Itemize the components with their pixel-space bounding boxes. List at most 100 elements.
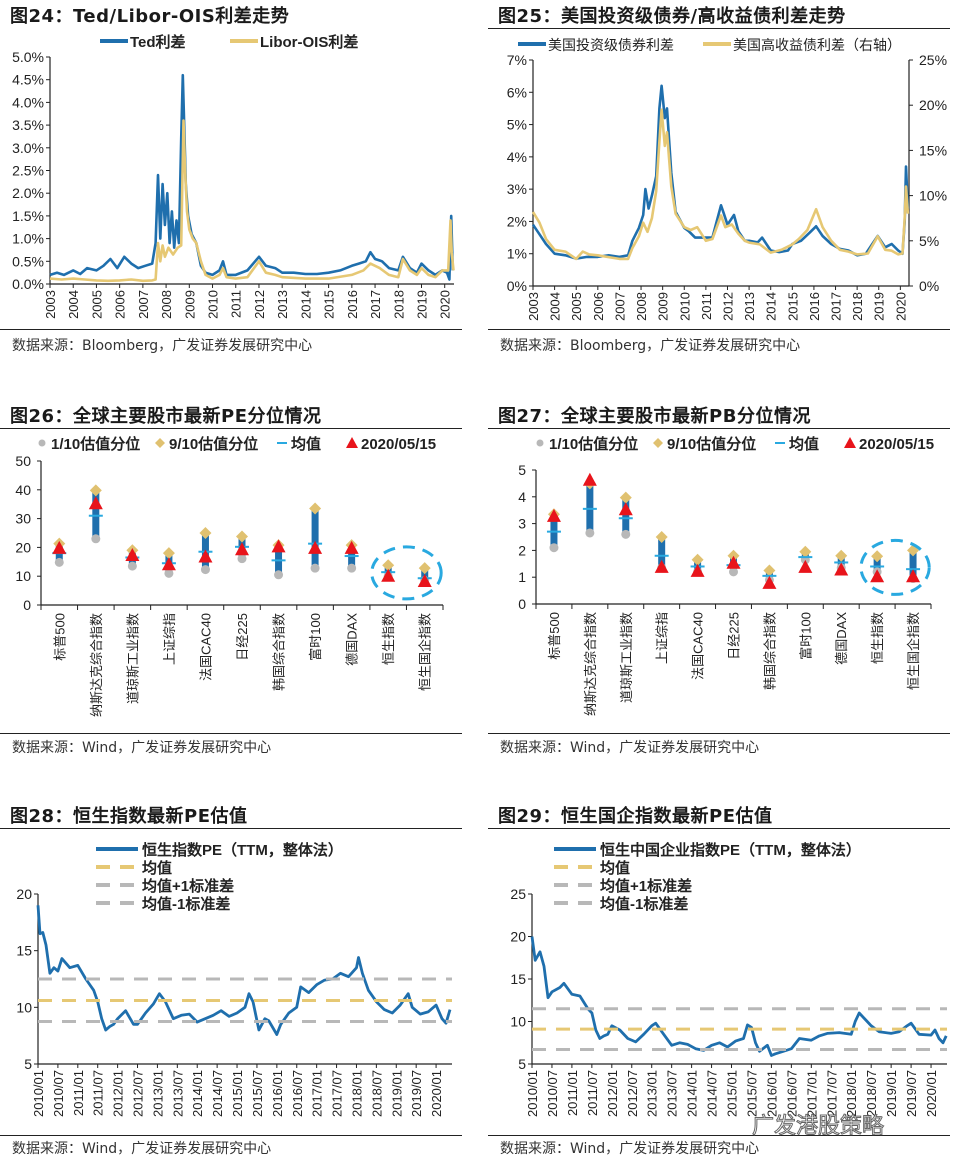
figure-28-top-rule — [0, 828, 462, 829]
y-tick-label: 5% — [507, 117, 527, 133]
legend-label-0: 恒生中国企业指数PE（TTM，整体法） — [600, 841, 861, 859]
figure-29-chart: 5 10 15 20 25 2010/01 2010/07 2011/01 2011/07 201… — [510, 841, 948, 1117]
figure-26-chart: 0 10 20 30 40 50 标普500 纳斯达克综合指数 道琼斯工业指数 上证综指 法国CAC… — [15, 435, 444, 717]
y-tick-label: 1.0% — [12, 231, 44, 247]
x-tick-label: 2020/01 — [429, 1070, 444, 1117]
x-tick-label: 2014 — [298, 290, 313, 319]
p10-marker — [310, 563, 320, 573]
figure-29-title: 图29：恒生国企指数最新PE估值 — [498, 806, 773, 827]
x-tick-label: 2010/07 — [545, 1070, 560, 1117]
legend-marker-3 — [844, 437, 856, 448]
p90-marker — [691, 553, 704, 566]
x-tick-label: 2008 — [634, 292, 649, 321]
p90-marker — [727, 549, 740, 562]
category-label: 日经225 — [727, 612, 742, 660]
category-label: 道琼斯工业指数 — [125, 613, 140, 704]
category-label: 法国CAC40 — [198, 613, 213, 681]
legend-label-3: 均值-1标准差 — [600, 895, 688, 913]
category-label: 标普500 — [52, 613, 67, 661]
figure-25-source: 数据来源：Bloomberg，广发证券发展研究中心 — [500, 338, 801, 354]
y-tick-label: 3.5% — [12, 117, 44, 133]
figure-29-top-rule — [488, 828, 950, 829]
x-tick-label: 2018/01 — [844, 1070, 859, 1117]
range-bar — [622, 497, 630, 535]
legend-label-1: 9/10估值分位 — [169, 435, 258, 453]
x-tick-label: 2020 — [893, 292, 908, 321]
range-bar — [873, 556, 881, 572]
range-bar — [909, 550, 917, 579]
y-tick-label: 2.5% — [12, 163, 44, 179]
category-label: 法国CAC40 — [691, 612, 706, 680]
series-line-0 — [36, 905, 452, 1036]
legend-label-0: 恒生指数PE（TTM，整体法） — [142, 841, 343, 859]
current-marker — [798, 559, 813, 573]
y-tick-label: 5.0% — [12, 49, 44, 65]
figure-27-bottom-rule — [488, 733, 950, 734]
x-tick-label: 2016/01 — [270, 1070, 285, 1117]
current-marker — [762, 575, 777, 589]
figure-24-bottom-rule — [0, 329, 462, 330]
figure-28-panel: 图28：恒生指数最新PE估值 5 10 15 20 2010/01 2010/07 2011… — [0, 800, 465, 1163]
x-tick-label: 2018/07 — [369, 1070, 384, 1117]
legend-marker-0 — [536, 439, 544, 447]
x-tick-label: 2016 — [345, 290, 360, 319]
category-label: 恒生指数 — [870, 612, 885, 664]
x-tick-label: 2018/07 — [864, 1070, 879, 1117]
x-tick-label: 2016 — [807, 292, 822, 321]
x-tick-label: 2010/07 — [51, 1070, 66, 1117]
p90-marker — [655, 531, 668, 543]
x-tick-label: 2011/07 — [585, 1070, 600, 1116]
figure-24-source: 数据来源：Bloomberg，广发证券发展研究中心 — [12, 338, 313, 354]
y-tick-label: 10 — [15, 568, 31, 584]
figure-29-source: 数据来源：Wind，广发证券发展研究中心 — [500, 1141, 760, 1157]
x-tick-label: 2017/07 — [824, 1070, 839, 1117]
category-label: 恒生指数 — [381, 613, 396, 665]
category-label: 德国DAX — [834, 612, 849, 665]
figure-25-top-rule — [488, 28, 950, 29]
y-tick-label: 40 — [15, 482, 31, 498]
x-tick-label: 2003 — [526, 292, 541, 321]
figure-27-source: 数据来源：Wind，广发证券发展研究中心 — [500, 740, 760, 756]
current-marker — [271, 539, 286, 553]
legend-label-2: 均值 — [291, 435, 321, 453]
current-marker — [308, 540, 323, 554]
category-label: 恒生国企指数 — [906, 612, 921, 690]
x-tick-label: 2004 — [548, 292, 563, 321]
x-tick-label: 2004 — [66, 290, 81, 319]
current-marker — [417, 573, 432, 587]
y2-tick-label: 15% — [919, 142, 947, 158]
figure-26-panel: 图26：全球主要股市最新PE分位情况 0 10 20 30 40 50 标普500 纳斯达克综… — [0, 400, 465, 765]
x-tick-label: 2019/01 — [389, 1070, 404, 1117]
category-label: 日经225 — [235, 613, 250, 661]
highlight-circle — [370, 545, 443, 601]
category-label: 恒生国企指数 — [418, 613, 433, 691]
legend-label-1: 均值 — [142, 859, 172, 877]
current-marker — [654, 559, 669, 573]
current-marker — [726, 555, 741, 569]
x-tick-label: 2009 — [182, 290, 197, 319]
y-tick-label: 20 — [16, 886, 32, 902]
x-tick-label: 2012/07 — [131, 1070, 146, 1117]
x-tick-label: 2010 — [206, 290, 221, 319]
category-label: 上证综指 — [655, 612, 670, 664]
x-tick-label: 2013/01 — [150, 1070, 165, 1117]
p90-marker — [799, 545, 812, 558]
y2-tick-label: 5% — [919, 233, 939, 249]
category-label: 富时100 — [798, 612, 813, 660]
y-tick-label: 50 — [15, 453, 31, 469]
figure-28-chart: 5 10 15 20 2010/01 2010/07 2011/01 2011/07 2012/… — [16, 841, 452, 1117]
x-tick-label: 2003 — [43, 290, 58, 319]
figure-25-bottom-rule — [488, 329, 950, 330]
x-tick-label: 2007 — [612, 292, 627, 321]
legend-label-1: 均值 — [600, 859, 630, 877]
y-tick-label: 1 — [518, 569, 526, 585]
current-marker — [690, 563, 705, 577]
current-marker — [235, 542, 249, 556]
current-marker — [88, 496, 103, 510]
legend-label-2: 均值 — [789, 435, 819, 453]
legend-label-2: 均值+1标准差 — [600, 877, 692, 895]
x-tick-label: 2017/07 — [330, 1070, 345, 1117]
y-tick-label: 2 — [518, 542, 526, 558]
current-marker — [582, 472, 597, 486]
y-tick-label: 20 — [510, 929, 526, 945]
